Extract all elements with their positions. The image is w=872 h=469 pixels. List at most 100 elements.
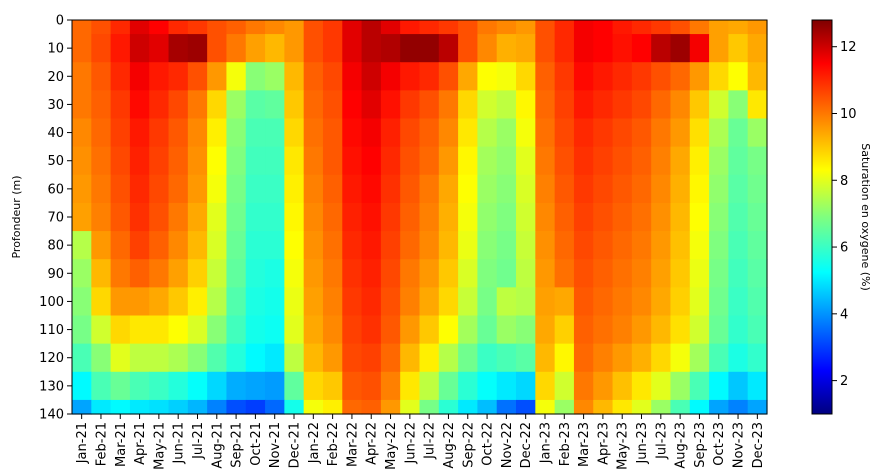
heatmap-cell [72,399,92,415]
heatmap-cell [400,315,421,345]
heatmap-cell [265,371,285,401]
heatmap-cell [516,20,536,35]
heatmap-cell [709,259,729,288]
heatmap-cell [207,62,228,91]
heatmap-cell [554,371,575,401]
heatmap-cell [631,343,652,373]
heatmap-cell [303,62,324,91]
heatmap-cell [361,90,382,120]
heatmap-cell [265,20,285,35]
heatmap-cell [187,202,208,232]
heatmap-cell [612,315,633,345]
x-tick-label: Nov-22 [500,422,515,468]
heatmap-cell [72,343,92,373]
heatmap-cell [458,174,479,204]
heatmap-cell [438,287,459,317]
heatmap-cell [747,118,768,148]
heatmap-cell [728,371,749,401]
heatmap-cell [265,399,285,415]
y-tick-label: 40 [47,126,64,141]
heatmap-cell [380,90,401,120]
heatmap-cell [187,371,208,401]
heatmap-cell [226,259,247,288]
heatmap-cell [419,34,440,63]
heatmap-cell [187,118,208,148]
x-tick-label: Jun-21 [172,422,187,465]
heatmap-cell [265,315,285,345]
heatmap-cell [419,146,440,176]
heatmap-cell [593,343,614,373]
heatmap-cell [631,202,652,232]
heatmap-cell [477,90,498,120]
heatmap-cell [458,20,479,35]
heatmap-cell [284,231,305,260]
heatmap-cell [187,146,208,176]
heatmap-cell [438,20,459,35]
heatmap-cell [747,174,768,204]
heatmap-cell [207,90,228,120]
heatmap-cell [709,62,729,91]
heatmap-cell [110,118,131,148]
heatmap-cell [554,20,575,35]
heatmap-cell [400,90,421,120]
heatmap-cell [149,287,170,317]
heatmap-cell [554,62,575,91]
y-tick-label: 20 [47,70,64,85]
heatmap-cell [380,315,401,345]
heatmap-cell [322,259,343,288]
heatmap-cell [689,371,710,401]
heatmap-cell [670,343,691,373]
heatmap-cell [207,231,228,260]
heatmap-cell [303,343,324,373]
x-tick-label: Jun-22 [403,422,418,465]
heatmap-cell [709,399,729,415]
heatmap-cell [265,259,285,288]
heatmap-cell [573,146,594,176]
heatmap-cell [342,315,363,345]
heatmap-cell [265,174,285,204]
heatmap-cell [593,287,614,317]
heatmap-cell [747,343,768,373]
heatmap-cell [747,399,768,415]
heatmap-cell [342,259,363,288]
heatmap-cell [187,34,208,63]
heatmap-cell [149,202,170,232]
x-tick-label: Oct-23 [712,422,727,466]
heatmap-cell [226,174,247,204]
heatmap-cell [573,174,594,204]
y-tick-label: 80 [47,239,64,254]
heatmap-cell [168,20,189,35]
heatmap-cell [728,399,749,415]
heatmap-cell [226,118,247,148]
heatmap-cell [91,231,112,260]
heatmap-cell [496,231,517,260]
x-tick-label: Jan-22 [307,422,322,464]
heatmap-cells [72,20,768,415]
heatmap-cell [670,174,691,204]
y-tick-label: 30 [47,98,64,113]
heatmap-cell [554,118,575,148]
heatmap-cell [284,174,305,204]
heatmap-cell [226,62,247,91]
heatmap-cell [535,371,556,401]
heatmap-cell [342,371,363,401]
heatmap-cell [419,399,440,415]
heatmap-cell [129,90,150,120]
heatmap-cell [400,202,421,232]
heatmap-cell [284,34,305,63]
heatmap-cell [670,399,691,415]
heatmap-cell [226,231,247,260]
heatmap-cell [72,259,92,288]
heatmap-cell [110,371,131,401]
heatmap-cell [129,231,150,260]
heatmap-cell [400,118,421,148]
colorbar-axis: 2 4 6 8 10 12 [832,40,857,389]
heatmap-cell [728,202,749,232]
heatmap-cell [110,34,131,63]
heatmap-cell [322,34,343,63]
colorbar-tick-label: 6 [840,241,848,256]
heatmap-cell [631,34,652,63]
heatmap-cell [129,399,150,415]
heatmap-cell [689,20,710,35]
